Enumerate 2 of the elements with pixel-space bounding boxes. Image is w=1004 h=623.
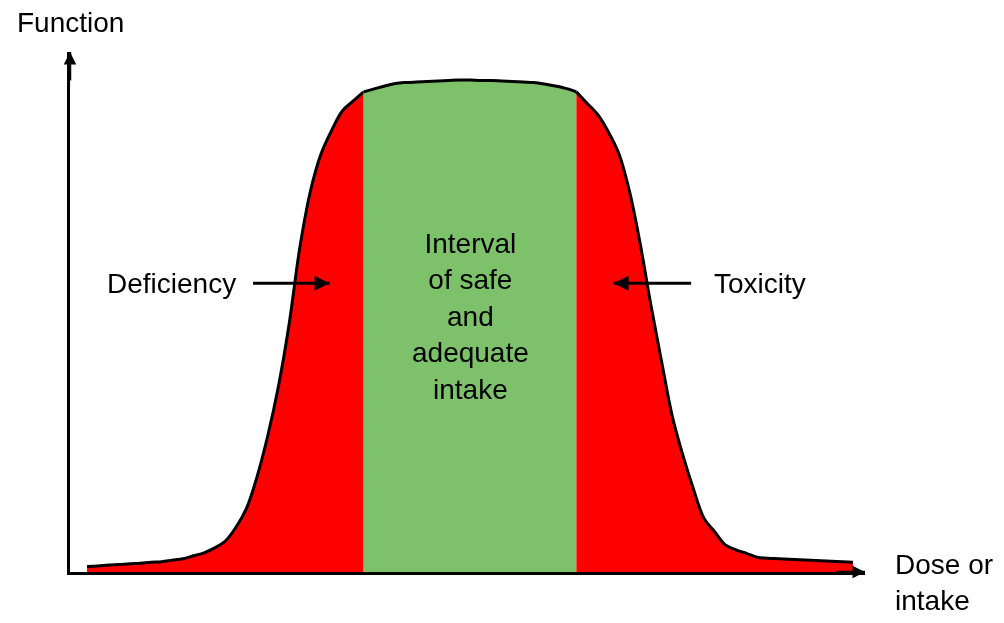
x-axis-title: Dose or intake <box>895 549 994 617</box>
y-axis-title: Function <box>17 7 125 38</box>
